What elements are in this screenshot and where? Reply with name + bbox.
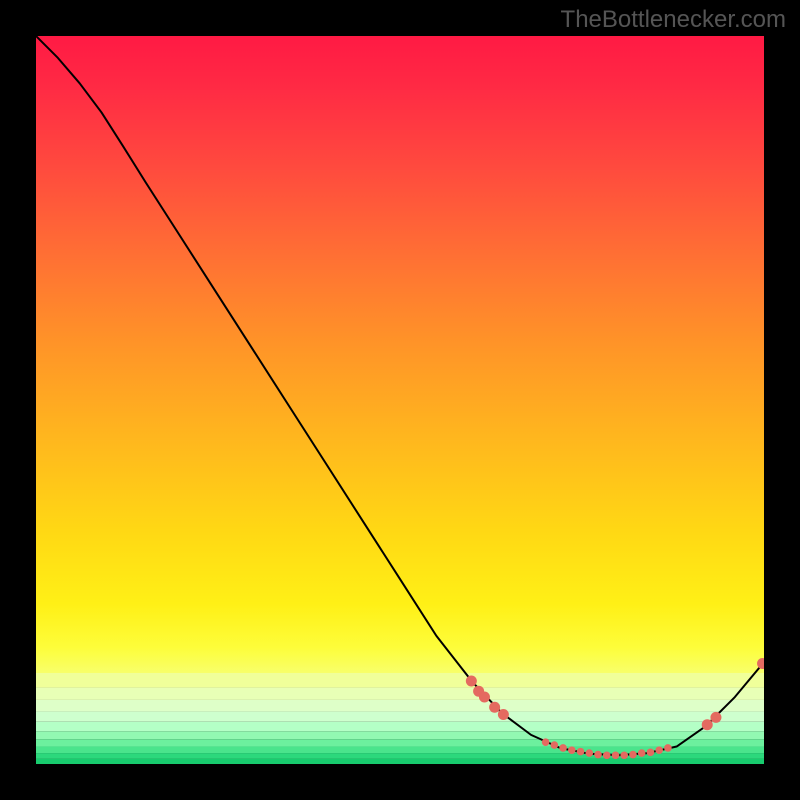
data-marker: [479, 692, 490, 703]
data-marker: [603, 751, 611, 759]
data-marker: [577, 748, 585, 756]
data-marker: [638, 749, 646, 757]
data-marker: [594, 751, 602, 759]
data-marker: [702, 719, 713, 730]
watermark-text: TheBottlenecker.com: [561, 6, 786, 34]
data-marker: [629, 751, 637, 759]
plot-area: [36, 36, 764, 764]
data-marker: [568, 746, 576, 754]
data-marker: [498, 709, 509, 720]
data-marker: [559, 744, 567, 752]
data-marker: [664, 744, 672, 752]
data-marker: [551, 741, 559, 749]
data-marker: [612, 751, 620, 759]
data-marker: [489, 702, 500, 713]
data-marker: [655, 746, 663, 754]
data-marker: [542, 738, 550, 746]
data-marker: [585, 749, 593, 757]
bottleneck-line-chart: [36, 36, 764, 764]
data-marker: [710, 712, 721, 723]
data-marker: [647, 749, 655, 757]
chart-stage: TheBottlenecker.com: [0, 0, 800, 800]
data-marker: [620, 751, 628, 759]
chart-background: [36, 36, 764, 764]
data-marker: [466, 676, 477, 687]
